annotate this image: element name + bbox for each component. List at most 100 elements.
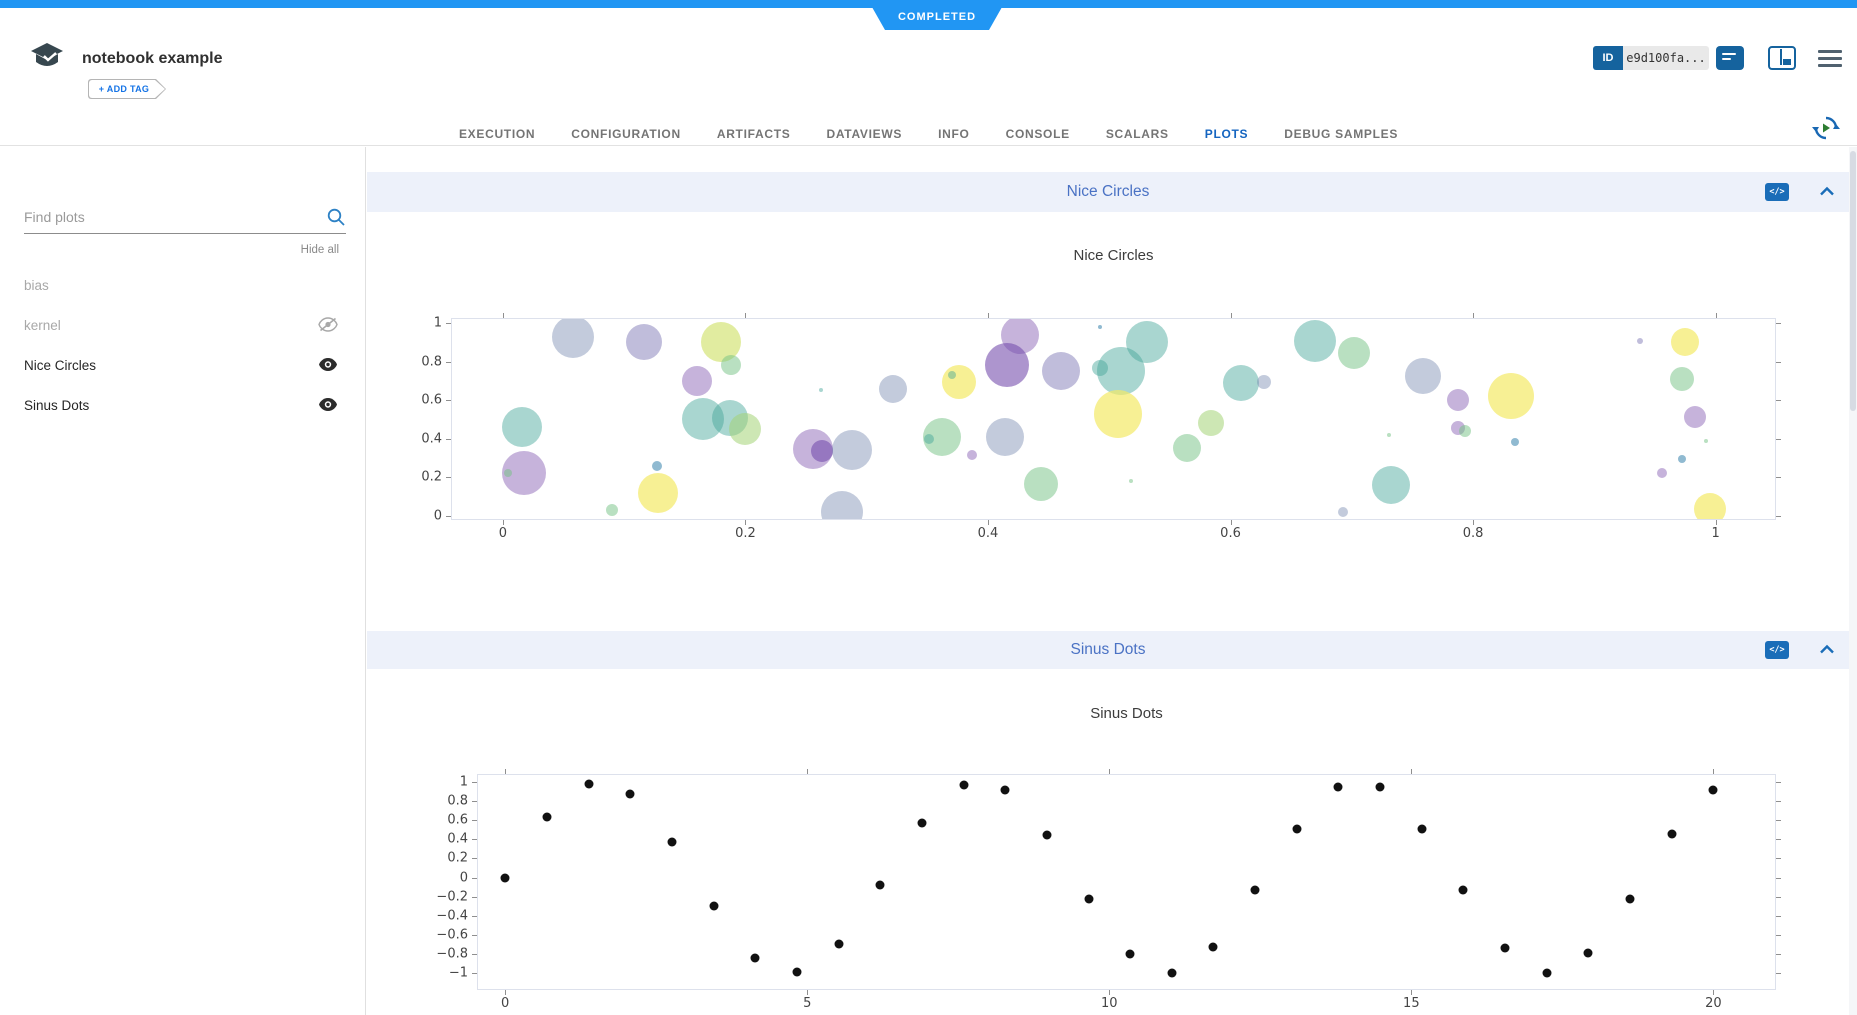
scatter-point: [1371, 465, 1410, 504]
tick-mark: [1776, 477, 1781, 479]
tab-execution[interactable]: EXECUTION: [458, 127, 536, 141]
plot-item-bias[interactable]: bias: [0, 265, 366, 305]
panel-divider: [1780, 49, 1782, 65]
scatter-point: [1447, 389, 1470, 412]
nice-circles-plot[interactable]: 0 0.2 0.4 0.6 0.8 1 0 0.2 0.4 0.6 0.8 1: [421, 313, 1781, 541]
tick-mark: [472, 839, 477, 841]
code-icon[interactable]: </>: [1765, 641, 1789, 659]
plot-item-label: Nice Circles: [24, 357, 97, 373]
tick-mark: [1230, 313, 1232, 318]
scatter-point: [1000, 785, 1010, 795]
plot-item-sinus-dots[interactable]: Sinus Dots: [0, 385, 366, 425]
scatter-point: [1667, 829, 1677, 839]
tab-dataviews[interactable]: DATAVIEWS: [826, 127, 903, 141]
section-header-nice-circles: Nice Circles </>: [367, 172, 1849, 212]
experiment-id[interactable]: ID e9d100fa...: [1593, 46, 1709, 70]
hide-all-link[interactable]: Hide all: [300, 244, 339, 256]
scatter-point: [625, 324, 662, 361]
tick-mark: [745, 520, 747, 525]
x-tick-label: 15: [1403, 996, 1420, 1011]
tab-info[interactable]: INFO: [938, 127, 970, 141]
tab-artifacts[interactable]: ARTIFACTS: [716, 127, 791, 141]
app-header: notebook example + ADD TAG ID e9d100fa..…: [0, 8, 1857, 154]
y-tick-label: 0.2: [447, 850, 468, 866]
vertical-scrollbar[interactable]: [1849, 147, 1857, 1015]
plot-item-kernel[interactable]: kernel: [0, 305, 366, 345]
tab-console[interactable]: CONSOLE: [1005, 127, 1070, 141]
section-title: Nice Circles: [1066, 183, 1150, 200]
plot-list: bias kernel Nice Circles Sinus Dots: [0, 265, 366, 425]
tick-mark: [472, 858, 477, 860]
add-tag-label: + ADD TAG: [89, 80, 165, 98]
scatter-point: [947, 371, 956, 380]
tick-mark: [472, 820, 477, 822]
tick-mark: [446, 361, 451, 363]
section-header-sinus-dots: Sinus Dots </>: [367, 631, 1849, 669]
comment-icon[interactable]: [1716, 46, 1744, 70]
plot-item-nice-circles[interactable]: Nice Circles: [0, 345, 366, 385]
tick-mark: [1715, 313, 1717, 318]
tab-scalars[interactable]: SCALARS: [1105, 127, 1169, 141]
scatter-point: [682, 398, 725, 441]
x-tick-label: 0.2: [735, 526, 756, 541]
tick-mark: [1713, 769, 1715, 774]
scatter-point: [1671, 328, 1700, 357]
tick-mark: [1776, 877, 1781, 879]
status-badge: COMPLETED: [868, 0, 1006, 30]
add-tag-button[interactable]: + ADD TAG: [88, 79, 166, 99]
auto-refresh-icon[interactable]: [1812, 114, 1840, 142]
tick-mark: [745, 313, 747, 318]
tab-debug-samples[interactable]: DEBUG SAMPLES: [1284, 127, 1399, 141]
tick-mark: [1776, 438, 1781, 440]
scatter-point: [729, 413, 762, 446]
tick-mark: [1776, 400, 1781, 402]
experiment-title: notebook example: [82, 50, 223, 67]
y-tick-label: 0.6: [447, 812, 468, 828]
eye-off-icon[interactable]: [318, 317, 340, 333]
y-tick-label: −1: [448, 965, 468, 981]
tick-mark: [1776, 323, 1781, 325]
scatter-point: [1125, 320, 1168, 363]
scatter-point: [1677, 455, 1686, 464]
tick-mark: [1776, 781, 1781, 783]
plot-search: [24, 205, 346, 234]
sinus-dots-plot[interactable]: 0 5 10 15 20 1 0.8 0.6 0.4 0.2 0 −0.2 −0.4 −0.6 −0.8 −1: [436, 769, 1781, 1011]
collapse-chevron-icon[interactable]: [1819, 186, 1835, 197]
tick-mark: [446, 515, 451, 517]
tick-mark: [472, 934, 477, 936]
tick-mark: [472, 781, 477, 783]
scatter-point: [1542, 968, 1552, 978]
tick-mark: [807, 990, 809, 995]
y-tick-label: 0: [433, 508, 442, 524]
scatter-point: [959, 780, 969, 790]
code-icon[interactable]: </>: [1765, 183, 1789, 201]
search-icon[interactable]: [326, 207, 346, 227]
scatter-point: [1333, 782, 1343, 792]
scatter-point: [875, 880, 885, 890]
scatter-point: [667, 837, 677, 847]
scatter-point: [709, 901, 719, 911]
search-input[interactable]: [24, 205, 346, 234]
tick-mark: [807, 769, 809, 774]
menu-icon[interactable]: [1818, 50, 1842, 68]
tab-configuration[interactable]: CONFIGURATION: [571, 127, 681, 141]
eye-icon[interactable]: [318, 357, 340, 373]
scrollbar-thumb[interactable]: [1850, 151, 1856, 411]
tick-mark: [1776, 954, 1781, 956]
scatter-point: [792, 967, 802, 977]
eye-icon[interactable]: [318, 397, 340, 413]
y-tick-label: 1: [433, 315, 442, 331]
tick-mark: [1109, 990, 1111, 995]
tick-mark: [1411, 990, 1413, 995]
scatter-point: [1097, 324, 1102, 329]
scatter-point: [552, 319, 595, 358]
y-tick-label: 0.8: [421, 354, 442, 370]
tick-mark: [472, 973, 477, 975]
tick-mark: [1776, 896, 1781, 898]
collapse-chevron-icon[interactable]: [1819, 644, 1835, 655]
scatter-point: [941, 365, 976, 400]
y-tick-label: 0.4: [447, 831, 468, 847]
panel-layout-icon[interactable]: [1768, 46, 1796, 70]
scatter-point: [1657, 467, 1668, 478]
